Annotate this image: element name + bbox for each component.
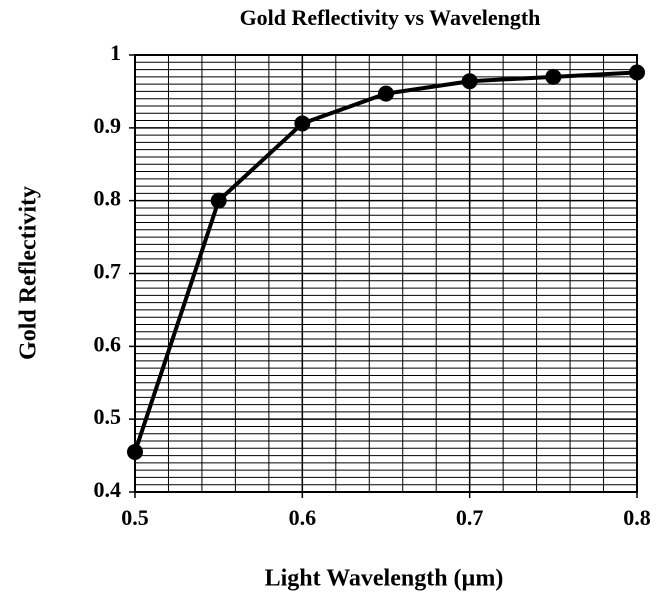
x-tick-label: 0.7 (456, 505, 484, 530)
x-axis-label: Light Wavelength (µm) (265, 566, 504, 592)
x-tick-label: 0.6 (289, 505, 317, 530)
data-point (127, 443, 143, 460)
data-point (210, 192, 227, 209)
data-point (461, 73, 478, 90)
chart-title: Gold Reflectivity vs Wavelength (240, 5, 541, 30)
x-tick-label: 0.8 (623, 505, 651, 530)
y-tick-label: 1 (110, 40, 121, 65)
y-tick-label: 0.4 (94, 477, 122, 502)
y-tick-label: 0.7 (94, 259, 122, 284)
data-point (378, 85, 394, 102)
x-tick-label: 0.5 (121, 505, 149, 530)
data-line (133, 70, 638, 453)
data-point (629, 64, 645, 81)
y-tick-label: 0.6 (94, 331, 122, 356)
plot-frame (134, 54, 638, 493)
y-tick-label: 0.5 (94, 404, 122, 429)
y-tick-label: 0.9 (94, 113, 122, 138)
y-axis-label: Gold Reflectivity (16, 186, 42, 360)
data-point (294, 115, 311, 132)
y-tick-label: 0.8 (94, 186, 122, 211)
data-point (545, 68, 562, 85)
